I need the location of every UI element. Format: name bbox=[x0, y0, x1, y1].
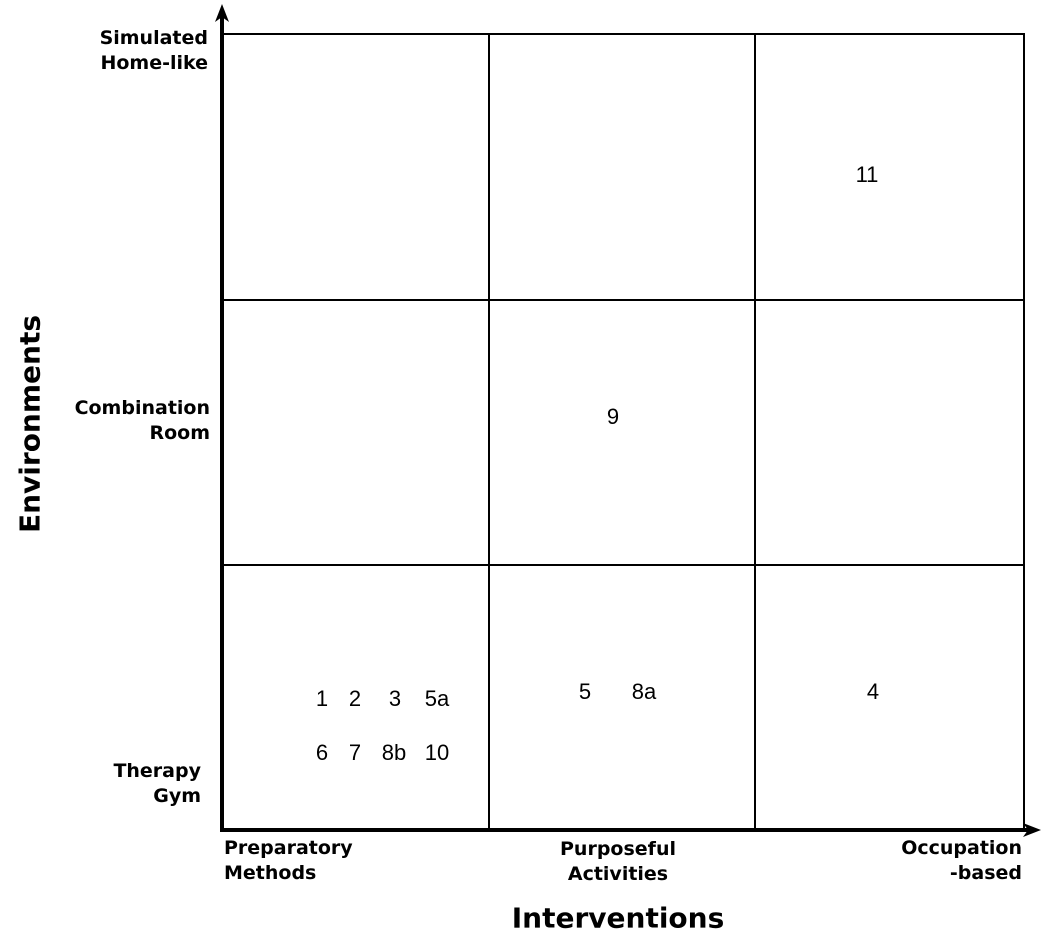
y-label-simulated-home-like: Simulated Home-like bbox=[99, 27, 208, 74]
study-label: 2 bbox=[348, 686, 362, 711]
x-label-purposeful-activities: Purposeful Activities bbox=[560, 838, 676, 885]
y-axis-arrow-icon bbox=[215, 4, 229, 22]
study-label: 7 bbox=[348, 740, 362, 765]
study-label: 10 bbox=[424, 740, 450, 765]
study-label: 5a bbox=[424, 686, 450, 711]
y-axis-title: Environments bbox=[13, 314, 47, 534]
x-label-occupation-based: Occupation -based bbox=[901, 837, 1022, 884]
grid-border bbox=[221, 33, 1025, 831]
y-label-therapy-gym: Therapy Gym bbox=[113, 760, 201, 807]
study-label: 9 bbox=[606, 404, 620, 429]
study-label: 6 bbox=[315, 740, 329, 765]
x-axis-arrow-icon bbox=[1023, 823, 1041, 837]
study-label: 11 bbox=[855, 162, 879, 187]
y-label-combination-room: Combination Room bbox=[74, 397, 210, 444]
study-label: 5 bbox=[578, 679, 592, 704]
x-axis-title: Interventions bbox=[511, 901, 725, 935]
study-label: 3 bbox=[388, 686, 402, 711]
study-label: 4 bbox=[866, 679, 880, 704]
study-label: 8a bbox=[631, 679, 657, 704]
study-label: 8b bbox=[381, 740, 407, 765]
x-label-preparatory-methods: Preparatory Methods bbox=[224, 837, 353, 884]
study-label: 1 bbox=[315, 686, 329, 711]
